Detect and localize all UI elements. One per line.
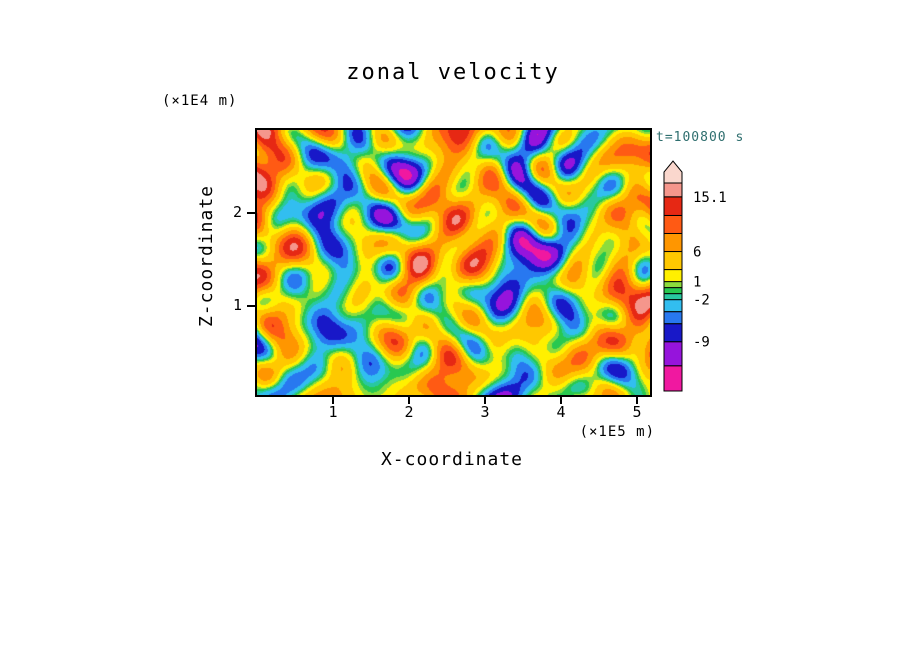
z-axis-unit-label: (×1E4 m) [162, 93, 238, 109]
colorbar-segment [663, 269, 683, 283]
colorbar-segment [663, 287, 683, 295]
x-tick-mark [636, 397, 638, 404]
time-label: t=100800 s [656, 130, 745, 145]
x-tick-mark [408, 397, 410, 404]
x-tick-label: 3 [480, 403, 490, 421]
x-tick-mark [484, 397, 486, 404]
heatmap-canvas [257, 130, 650, 395]
colorbar-label: 6 [693, 245, 701, 261]
colorbar-label: -2 [693, 293, 710, 309]
z-tick-mark [247, 304, 255, 307]
colorbar-segment [663, 281, 683, 289]
z-tick-label: 1 [232, 295, 242, 314]
colorbar-segment [663, 323, 683, 343]
colorbar-label: 1 [693, 275, 701, 291]
colorbar-segment [663, 365, 683, 392]
x-tick-mark [560, 397, 562, 404]
colorbar-label: -9 [693, 335, 710, 351]
colorbar-segment [663, 311, 683, 325]
x-axis-unit-label: (×1E5 m) [579, 424, 655, 440]
colorbar-segment [663, 233, 683, 253]
colorbar-segment [663, 214, 683, 234]
x-tick-label: 1 [328, 403, 338, 421]
z-tick-label: 2 [232, 203, 242, 221]
colorbar-segment [663, 293, 683, 301]
x-tick-mark [332, 397, 334, 404]
colorbar-segment [663, 299, 683, 313]
colorbar-segment [663, 251, 683, 271]
colorbar-segment [663, 182, 683, 198]
x-axis-title: X-coordinate [380, 449, 524, 470]
colorbar-label: 15.1 [693, 190, 727, 206]
colorbar: 15.1 6 1 -2 -9 [663, 160, 727, 392]
z-tick-mark [247, 212, 255, 214]
colorbar-segment [663, 196, 683, 216]
x-tick-label: 5 [632, 403, 642, 421]
x-tick-label: 2 [404, 403, 414, 421]
z-axis-title: Z-coordinate [196, 184, 217, 328]
plot-title: zonal velocity [346, 60, 560, 85]
x-tick-label: 4 [556, 403, 566, 421]
colorbar-segment [663, 341, 683, 367]
colorbar-arrow-icon [663, 160, 683, 184]
